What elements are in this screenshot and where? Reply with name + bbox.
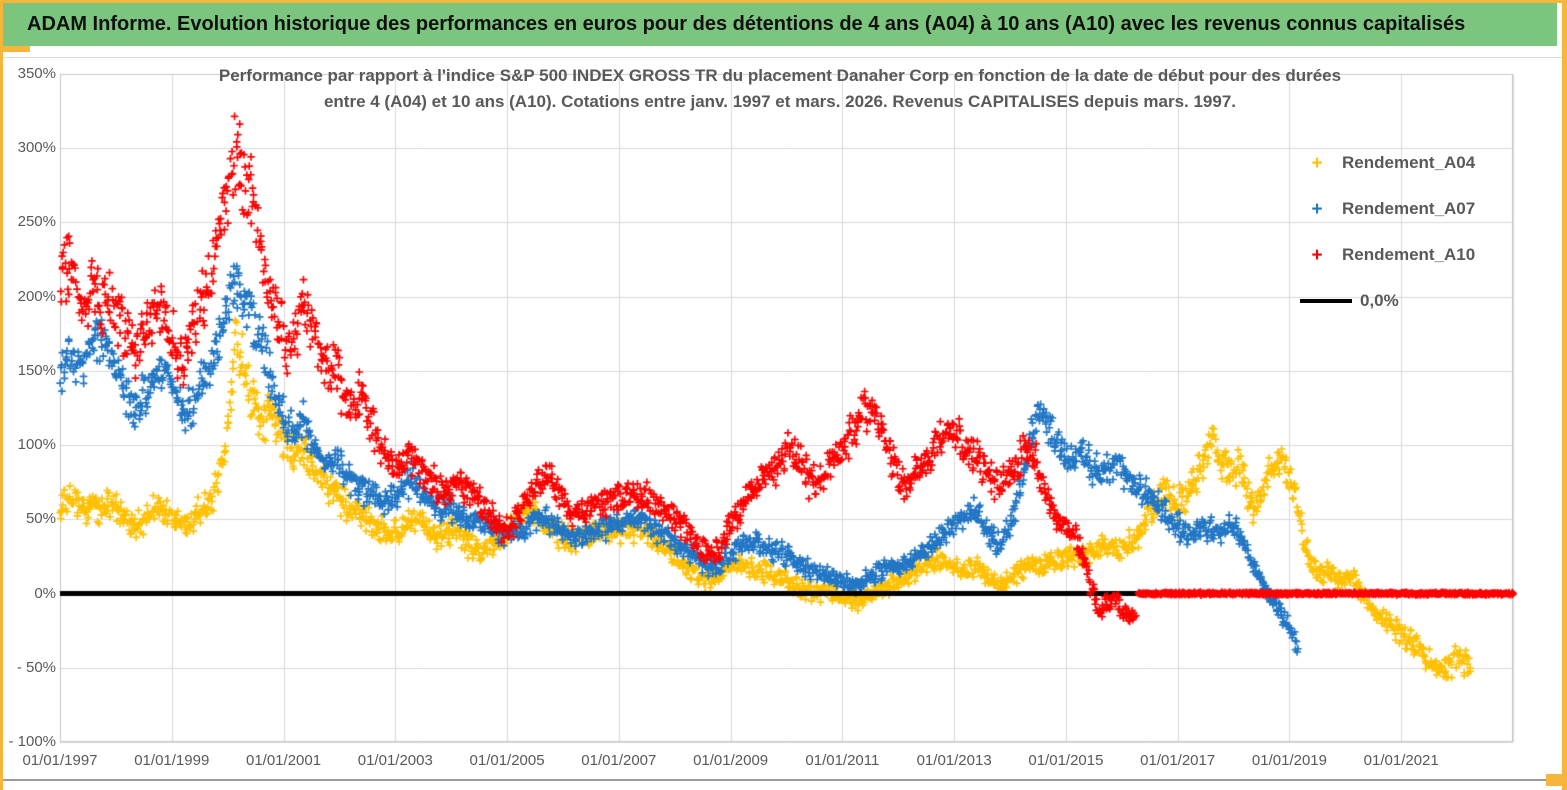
- legend-item-0-0-[interactable]: 0,0%: [1300, 278, 1475, 324]
- plus-marker-icon: +: [1311, 152, 1323, 174]
- header-divider: [0, 57, 1567, 58]
- header-title: ADAM Informe. Evolution historique des p…: [27, 13, 1466, 35]
- legend-item-rendement-a04[interactable]: + Rendement_A04: [1300, 140, 1475, 186]
- y-tick-label: 200%: [17, 287, 56, 305]
- x-tick-label: 01/01/1997: [22, 752, 98, 769]
- x-tick-label: 01/01/2013: [916, 752, 992, 769]
- x-tick-label: 01/01/2015: [1028, 752, 1104, 769]
- x-tick-label: 01/01/2005: [469, 752, 545, 769]
- y-tick-label: 0%: [34, 584, 56, 602]
- y-tick-label: 150%: [17, 361, 56, 379]
- x-tick-label: 01/01/2021: [1363, 752, 1439, 769]
- header-selection-handle: [3, 46, 30, 52]
- sheet-bottom-rule: [0, 779, 1567, 781]
- y-tick-label: 100%: [17, 436, 56, 454]
- y-tick-label: - 50%: [16, 658, 56, 676]
- x-tick-label: 01/01/2019: [1251, 752, 1327, 769]
- plus-marker-icon: +: [1311, 244, 1323, 266]
- legend-item-rendement-a07[interactable]: + Rendement_A07: [1300, 186, 1475, 232]
- x-tick-label: 01/01/2007: [581, 752, 657, 769]
- x-tick-label: 01/01/2003: [357, 752, 433, 769]
- x-tick-label: 01/01/2009: [693, 752, 769, 769]
- y-tick-label: 300%: [17, 139, 56, 157]
- legend-item-rendement-a10[interactable]: + Rendement_A10: [1300, 232, 1475, 278]
- y-tick-label: 250%: [17, 213, 56, 231]
- selection-border-right: [1562, 0, 1567, 790]
- y-tick-label: 350%: [17, 65, 56, 82]
- legend-label: Rendement_A10: [1342, 245, 1476, 264]
- x-tick-label: 01/01/1999: [134, 752, 210, 769]
- selection-border-top: [0, 0, 1567, 3]
- plus-marker-icon: +: [1311, 198, 1323, 220]
- selection-corner-handle[interactable]: [1546, 774, 1564, 786]
- legend-label: 0,0%: [1360, 291, 1399, 310]
- x-tick-label: 01/01/2011: [805, 752, 880, 769]
- selection-border-left: [0, 0, 3, 790]
- legend-label: Rendement_A07: [1342, 199, 1476, 218]
- x-tick-label: 01/01/2017: [1140, 752, 1216, 769]
- y-tick-label: 50%: [25, 510, 56, 528]
- chart-legend: + Rendement_A04 + Rendement_A07 + Rendement_A…: [1300, 140, 1475, 324]
- header-bar[interactable]: ADAM Informe. Evolution historique des p…: [3, 3, 1557, 46]
- y-tick-label: - 100%: [8, 733, 56, 750]
- legend-label: Rendement_A04: [1342, 153, 1476, 172]
- x-tick-label: 01/01/2001: [245, 752, 322, 769]
- line-swatch-icon: [1300, 299, 1352, 303]
